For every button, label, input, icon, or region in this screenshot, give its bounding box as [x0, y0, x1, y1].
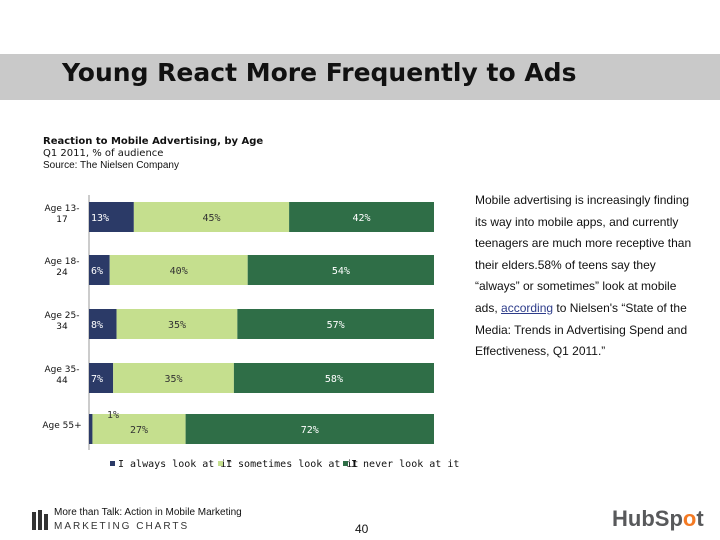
bar-never	[233, 363, 434, 393]
bar-always	[89, 202, 134, 232]
bar-sometimes	[133, 202, 290, 232]
data-label: 35%	[168, 320, 186, 331]
side-note: Mobile advertising is increasingly findi…	[475, 190, 693, 363]
data-label: 72%	[301, 425, 319, 436]
legend-label: I always look at it	[118, 459, 232, 470]
side-note-text-1: Mobile advertising is increasingly findi…	[475, 193, 692, 315]
data-label: 58%	[325, 374, 343, 385]
data-label: 27%	[130, 425, 148, 436]
according-link[interactable]: according	[501, 300, 554, 315]
bar-always	[89, 255, 110, 285]
footer-brand: MARKETING CHARTS	[54, 521, 190, 532]
page-number: 40	[355, 522, 369, 536]
title-band	[0, 54, 720, 100]
category-label: Age 25-34	[45, 311, 80, 332]
hubspot-logo: HubSpot	[612, 506, 704, 532]
bar-sometimes	[113, 363, 234, 393]
bar-sometimes	[109, 255, 248, 285]
legend-label: I sometimes look at it	[226, 459, 358, 470]
legend-label: I never look at it	[351, 459, 459, 470]
data-label: 7%	[91, 374, 103, 385]
data-label: 6%	[91, 266, 103, 277]
bar-never	[289, 202, 434, 232]
chart-source: Source: The Nielsen Company	[43, 160, 179, 171]
footer-title: More than Talk: Action in Mobile Marketi…	[54, 507, 242, 518]
legend-swatch	[218, 461, 223, 466]
bar-always	[89, 363, 114, 393]
chart-period: Q1 2011, % of audience	[43, 148, 164, 159]
bar-sometimes	[116, 309, 238, 339]
data-label: 35%	[164, 374, 182, 385]
data-label: 42%	[353, 213, 371, 224]
data-label: 57%	[327, 320, 345, 331]
marketing-charts-logo-icon	[32, 510, 48, 530]
bar-always	[89, 414, 93, 444]
hubspot-logo-text-2: t	[696, 506, 704, 531]
category-label: Age 35-44	[45, 365, 80, 386]
slide-title: Young React More Frequently to Ads	[62, 58, 577, 87]
bar-always	[89, 309, 117, 339]
chart-title: Reaction to Mobile Advertising, by Age	[43, 136, 264, 147]
bar-never	[185, 414, 434, 444]
data-label: 8%	[91, 320, 103, 331]
side-note-text-2: to Nielsen's “State of the Media: Trends…	[475, 300, 688, 359]
legend-swatch	[110, 461, 115, 466]
legend-swatch	[343, 461, 348, 466]
data-label: 13%	[91, 213, 109, 224]
data-label: 1%	[107, 410, 119, 421]
data-label: 54%	[332, 266, 350, 277]
bar-never	[237, 309, 434, 339]
hubspot-logo-text-1: HubSp	[612, 506, 683, 531]
category-label: Age 55+	[42, 421, 81, 431]
category-label: Age 18-24	[45, 257, 80, 278]
hubspot-logo-o: o	[682, 506, 697, 531]
data-label: 45%	[202, 213, 220, 224]
bar-sometimes	[92, 414, 186, 444]
bar-never	[247, 255, 434, 285]
category-label: Age 13-17	[45, 204, 80, 225]
data-label: 40%	[170, 266, 188, 277]
